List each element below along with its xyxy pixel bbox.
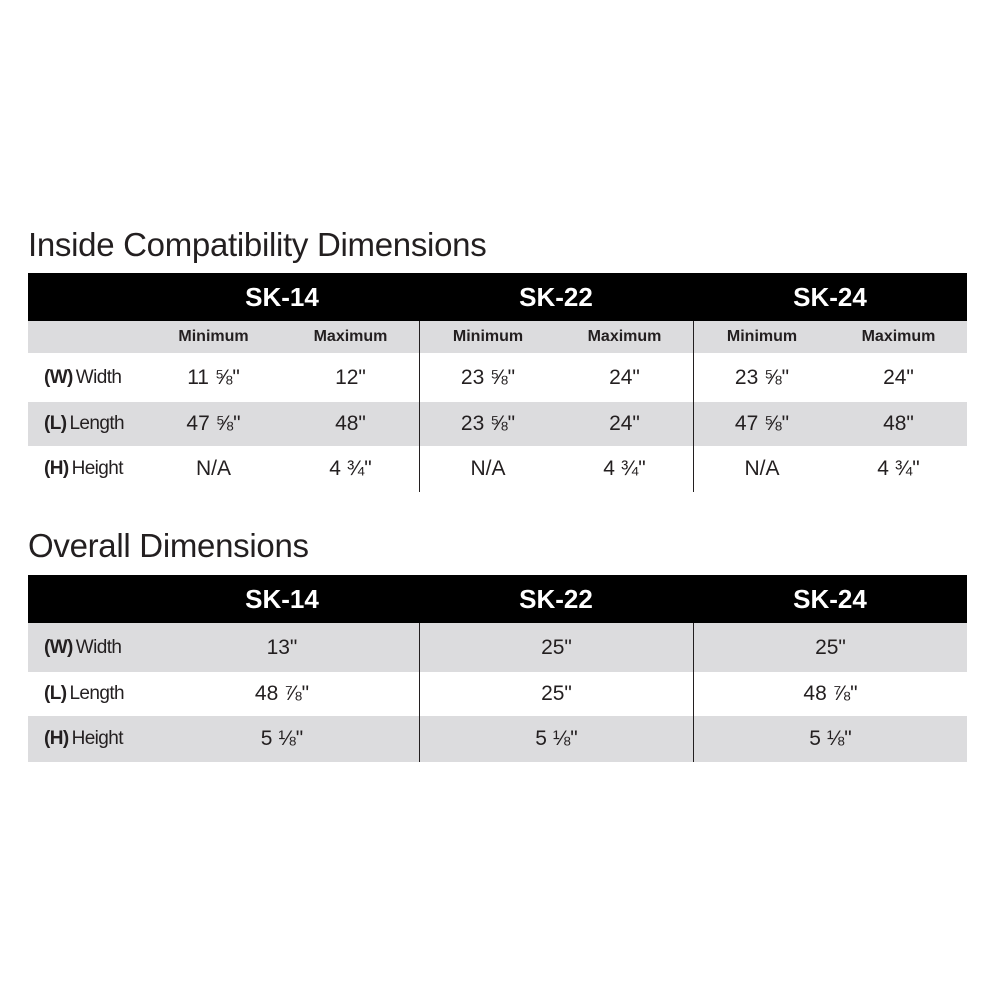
subheader-maximum: Maximum xyxy=(282,321,419,353)
subheader-blank xyxy=(28,321,145,353)
table-cell: 48" xyxy=(830,402,967,446)
table-cell: 23 ⅝" xyxy=(693,353,830,402)
row-code: (W) xyxy=(44,636,73,658)
table-cell: 11 ⅝" xyxy=(187,365,240,389)
row-name: Length xyxy=(69,683,124,704)
table-cell: 12" xyxy=(335,365,366,389)
table-cell: 24" xyxy=(883,365,914,389)
table-cell: 47 ⅝" xyxy=(145,402,282,446)
table-cell: N/A xyxy=(419,446,556,492)
table-cell: 24" xyxy=(556,402,693,446)
table-cell: 13" xyxy=(145,623,419,672)
overall-dimensions-table: SK-14 SK-22 SK-24 (W) Width 13" 25" 25" (… xyxy=(28,575,967,762)
subheader-minimum: Minimum xyxy=(419,321,556,353)
table-cell: 48 ⅞" xyxy=(693,672,967,716)
row-label-height: (H) Height xyxy=(28,446,145,492)
subheader-minimum: Minimum xyxy=(145,321,282,353)
table-cell: 5 ⅛" xyxy=(145,716,419,762)
table-cell: 5 ⅛" xyxy=(419,716,693,762)
inside-dimensions-title: Inside Compatibility Dimensions xyxy=(28,226,487,263)
row-name: Width xyxy=(75,366,122,388)
table-cell: 4 ¾" xyxy=(603,457,646,480)
table-cell: 24" xyxy=(609,365,640,389)
table-cell: N/A xyxy=(693,446,830,492)
subheader-maximum: Maximum xyxy=(830,321,967,353)
table-cell: 25" xyxy=(693,623,967,672)
header-blank xyxy=(28,273,145,321)
row-code: (L) xyxy=(44,683,67,704)
model-header: SK-14 xyxy=(145,575,419,623)
table-cell: 5 ⅛" xyxy=(693,716,967,762)
model-header: SK-14 xyxy=(145,273,419,321)
model-header: SK-22 xyxy=(419,273,693,321)
row-code: (W) xyxy=(44,366,73,388)
subheader-maximum: Maximum xyxy=(556,321,693,353)
table-cell: 4 ¾" xyxy=(877,457,920,480)
table-cell: 25" xyxy=(419,623,693,672)
subheader-minimum: Minimum xyxy=(693,321,830,353)
row-label-width: (W) Width xyxy=(28,353,145,402)
row-code: (L) xyxy=(44,413,67,434)
table-cell: 4 ¾" xyxy=(329,457,372,480)
inside-dimensions-table: SK-14 SK-22 SK-24 Minimum Maximum Minimu… xyxy=(28,273,967,492)
overall-dimensions-title: Overall Dimensions xyxy=(28,527,309,564)
table-cell: 25" xyxy=(419,672,693,716)
row-label-length: (L) Length xyxy=(28,672,145,716)
row-label-width: (W) Width xyxy=(28,623,145,672)
row-name: Height xyxy=(71,458,124,479)
header-blank xyxy=(28,575,145,623)
table-cell: N/A xyxy=(195,457,231,480)
table-cell: 47 ⅝" xyxy=(693,402,830,446)
model-header: SK-22 xyxy=(419,575,693,623)
model-header: SK-24 xyxy=(693,575,967,623)
row-code: (H) xyxy=(44,458,69,479)
table-cell: 48" xyxy=(282,402,419,446)
row-label-length: (L) Length xyxy=(28,402,145,446)
row-name: Height xyxy=(71,728,124,749)
row-code: (H) xyxy=(44,728,69,749)
table-cell: 48 ⅞" xyxy=(254,682,310,705)
model-header: SK-24 xyxy=(693,273,967,321)
table-cell: 23 ⅝" xyxy=(419,353,556,402)
row-name: Length xyxy=(69,413,124,434)
row-name: Width xyxy=(75,636,122,658)
row-label-height: (H) Height xyxy=(28,716,145,762)
table-cell: 23 ⅝" xyxy=(419,402,556,446)
